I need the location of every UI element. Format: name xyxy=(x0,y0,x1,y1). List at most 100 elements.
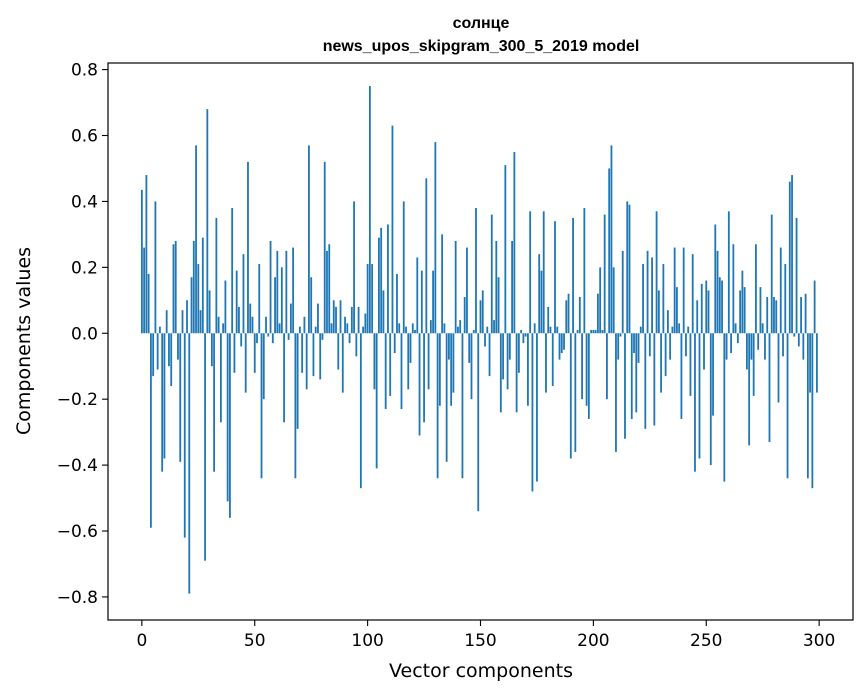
bar xyxy=(233,333,236,373)
bar xyxy=(666,310,669,334)
bar xyxy=(308,145,310,334)
bar xyxy=(660,333,663,393)
bar xyxy=(642,264,644,334)
bar xyxy=(554,221,556,334)
x-tick-label: 50 xyxy=(244,631,266,651)
bar xyxy=(362,326,365,334)
bar xyxy=(694,333,696,472)
bar xyxy=(156,333,159,370)
bar xyxy=(210,333,213,367)
bar xyxy=(592,329,595,334)
y-tick-label: −0.4 xyxy=(57,456,98,476)
x-axis-ticks: 0 50 100 150 200 250 300 xyxy=(136,620,835,651)
bar xyxy=(159,326,161,334)
bar xyxy=(603,214,606,334)
bar xyxy=(152,333,155,377)
bar xyxy=(755,244,757,334)
bar xyxy=(432,270,434,334)
bar xyxy=(294,333,297,479)
y-tick-label: 0.6 xyxy=(71,127,98,147)
bar xyxy=(574,333,577,452)
bar xyxy=(596,293,599,334)
bar xyxy=(540,270,543,334)
bar xyxy=(328,244,331,334)
x-tick-label: 0 xyxy=(136,631,147,651)
bar xyxy=(373,333,376,390)
bar xyxy=(748,333,751,446)
bar xyxy=(716,250,719,334)
bar xyxy=(655,211,658,334)
bar xyxy=(165,310,168,334)
bar xyxy=(289,303,292,334)
bar xyxy=(689,333,692,396)
bar xyxy=(511,240,514,334)
bar xyxy=(348,333,351,344)
bar xyxy=(811,333,814,489)
bar xyxy=(583,208,586,334)
bar xyxy=(441,234,444,334)
bar xyxy=(504,165,507,334)
bar xyxy=(238,306,240,334)
bar xyxy=(229,333,231,518)
bar xyxy=(235,270,238,334)
bar xyxy=(646,250,649,334)
bar xyxy=(292,247,295,334)
bar xyxy=(628,204,631,334)
bar xyxy=(323,161,326,334)
bar xyxy=(527,333,529,406)
bar xyxy=(678,323,681,334)
bar xyxy=(714,224,717,334)
bar xyxy=(332,300,335,334)
bar xyxy=(265,316,267,334)
bar xyxy=(779,247,782,334)
bar xyxy=(784,264,787,334)
bar xyxy=(172,244,175,334)
bar xyxy=(339,300,342,334)
bar xyxy=(545,333,547,393)
bar xyxy=(651,257,653,334)
bar xyxy=(368,86,371,334)
bar xyxy=(612,267,615,334)
bar xyxy=(287,333,290,340)
bar xyxy=(269,240,272,334)
bar xyxy=(314,326,317,334)
bar xyxy=(723,333,726,482)
bar xyxy=(247,161,249,334)
bar xyxy=(267,333,270,337)
bar xyxy=(508,333,511,360)
bar xyxy=(375,333,378,469)
bar xyxy=(558,333,561,360)
bar xyxy=(709,333,712,466)
bar xyxy=(664,333,667,377)
bar xyxy=(242,254,245,334)
bar xyxy=(143,247,146,334)
bar xyxy=(617,333,620,360)
bar xyxy=(470,333,473,400)
bar xyxy=(773,297,775,334)
bar xyxy=(576,329,579,334)
bar xyxy=(590,329,593,334)
bar xyxy=(524,333,527,337)
bar xyxy=(572,217,574,334)
bar xyxy=(161,333,164,472)
bar xyxy=(682,247,685,334)
bar xyxy=(384,333,387,410)
bar xyxy=(195,145,197,334)
bar xyxy=(337,333,340,370)
bar xyxy=(533,323,536,334)
bar xyxy=(312,333,315,377)
bar xyxy=(475,208,477,334)
bar xyxy=(502,333,504,380)
bar xyxy=(177,333,179,360)
bar xyxy=(621,250,624,334)
bar xyxy=(447,333,450,360)
bar xyxy=(353,201,355,334)
bar xyxy=(443,323,446,334)
bar xyxy=(761,323,764,334)
bar xyxy=(262,333,265,400)
bar xyxy=(346,323,349,334)
bar xyxy=(350,306,353,334)
bar xyxy=(481,290,484,334)
bar xyxy=(705,280,708,334)
bar xyxy=(438,333,441,406)
